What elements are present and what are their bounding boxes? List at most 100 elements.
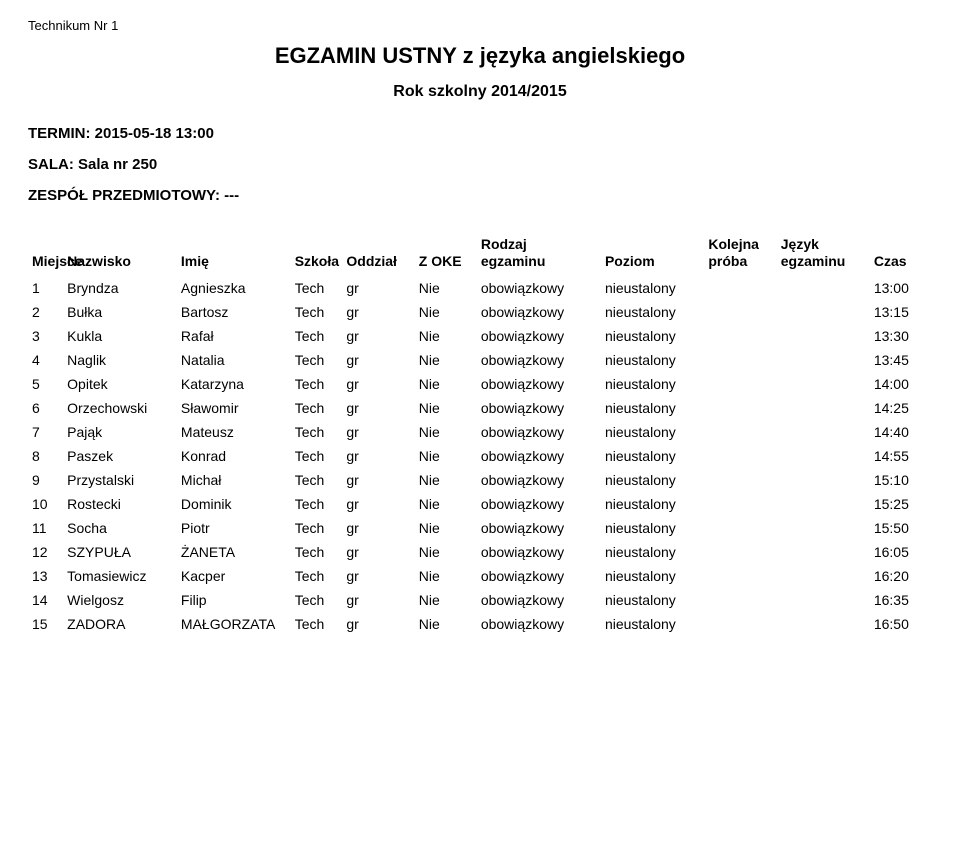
- cell-oke: Nie: [415, 276, 477, 300]
- cell-kind: obowiązkowy: [477, 612, 601, 636]
- cell-surname: Bułka: [63, 300, 177, 324]
- cell-time: 15:25: [870, 492, 932, 516]
- cell-dept: gr: [342, 300, 414, 324]
- cell-level: nieustalony: [601, 588, 704, 612]
- cell-kind: obowiązkowy: [477, 564, 601, 588]
- cell-oke: Nie: [415, 420, 477, 444]
- school-name: Technikum Nr 1: [28, 18, 932, 33]
- cell-num: 6: [28, 396, 63, 420]
- cell-oke: Nie: [415, 324, 477, 348]
- cell-dept: gr: [342, 516, 414, 540]
- cell-next: [704, 564, 776, 588]
- cell-name: Agnieszka: [177, 276, 291, 300]
- cell-time: 14:40: [870, 420, 932, 444]
- cell-time: 15:50: [870, 516, 932, 540]
- cell-school: Tech: [291, 492, 343, 516]
- col-time: Czas: [870, 232, 932, 276]
- cell-level: nieustalony: [601, 492, 704, 516]
- cell-oke: Nie: [415, 612, 477, 636]
- cell-surname: Pająk: [63, 420, 177, 444]
- cell-lang: [777, 588, 870, 612]
- cell-num: 14: [28, 588, 63, 612]
- cell-dept: gr: [342, 540, 414, 564]
- cell-num: 7: [28, 420, 63, 444]
- cell-lang: [777, 492, 870, 516]
- cell-time: 13:15: [870, 300, 932, 324]
- cell-lang: [777, 612, 870, 636]
- cell-school: Tech: [291, 468, 343, 492]
- cell-level: nieustalony: [601, 276, 704, 300]
- cell-num: 13: [28, 564, 63, 588]
- cell-name: Dominik: [177, 492, 291, 516]
- cell-time: 14:55: [870, 444, 932, 468]
- cell-school: Tech: [291, 588, 343, 612]
- cell-next: [704, 492, 776, 516]
- cell-school: Tech: [291, 444, 343, 468]
- cell-lang: [777, 516, 870, 540]
- cell-next: [704, 276, 776, 300]
- table-row: 3KuklaRafałTechgrNieobowiązkowynieustalo…: [28, 324, 932, 348]
- cell-num: 10: [28, 492, 63, 516]
- table-row: 11SochaPiotrTechgrNieobowiązkowynieustal…: [28, 516, 932, 540]
- cell-time: 16:35: [870, 588, 932, 612]
- cell-kind: obowiązkowy: [477, 444, 601, 468]
- cell-name: ŻANETA: [177, 540, 291, 564]
- cell-name: MAŁGORZATA: [177, 612, 291, 636]
- cell-oke: Nie: [415, 300, 477, 324]
- table-body: 1BryndzaAgnieszkaTechgrNieobowiązkowynie…: [28, 276, 932, 636]
- table-row: 10RosteckiDominikTechgrNieobowiązkowynie…: [28, 492, 932, 516]
- cell-kind: obowiązkowy: [477, 468, 601, 492]
- cell-surname: Paszek: [63, 444, 177, 468]
- col-kind: Rodzaj egzaminu: [477, 232, 601, 276]
- cell-dept: gr: [342, 588, 414, 612]
- cell-dept: gr: [342, 492, 414, 516]
- table-row: 9PrzystalskiMichałTechgrNieobowiązkowyni…: [28, 468, 932, 492]
- table-row: 5OpitekKatarzynaTechgrNieobowiązkowynieu…: [28, 372, 932, 396]
- col-name: Imię: [177, 232, 291, 276]
- col-school: Szkoła: [291, 232, 343, 276]
- cell-dept: gr: [342, 396, 414, 420]
- cell-school: Tech: [291, 540, 343, 564]
- cell-num: 5: [28, 372, 63, 396]
- cell-name: Rafał: [177, 324, 291, 348]
- cell-kind: obowiązkowy: [477, 324, 601, 348]
- table-row: 14WielgoszFilipTechgrNieobowiązkowynieus…: [28, 588, 932, 612]
- cell-lang: [777, 324, 870, 348]
- cell-time: 13:30: [870, 324, 932, 348]
- cell-num: 12: [28, 540, 63, 564]
- cell-level: nieustalony: [601, 372, 704, 396]
- exam-table: Miejsce Nazwisko Imię Szkoła Oddział Z O…: [28, 232, 932, 636]
- table-row: 13TomasiewiczKacperTechgrNieobowiązkowyn…: [28, 564, 932, 588]
- cell-oke: Nie: [415, 588, 477, 612]
- cell-oke: Nie: [415, 348, 477, 372]
- cell-school: Tech: [291, 612, 343, 636]
- cell-next: [704, 612, 776, 636]
- cell-school: Tech: [291, 300, 343, 324]
- cell-level: nieustalony: [601, 444, 704, 468]
- cell-dept: gr: [342, 564, 414, 588]
- cell-time: 13:00: [870, 276, 932, 300]
- cell-surname: Wielgosz: [63, 588, 177, 612]
- cell-oke: Nie: [415, 564, 477, 588]
- cell-num: 2: [28, 300, 63, 324]
- cell-lang: [777, 444, 870, 468]
- cell-school: Tech: [291, 396, 343, 420]
- cell-school: Tech: [291, 276, 343, 300]
- cell-school: Tech: [291, 348, 343, 372]
- cell-dept: gr: [342, 420, 414, 444]
- cell-time: 16:20: [870, 564, 932, 588]
- cell-level: nieustalony: [601, 612, 704, 636]
- cell-next: [704, 372, 776, 396]
- col-kind-line2: egzaminu: [481, 253, 546, 269]
- cell-next: [704, 420, 776, 444]
- cell-num: 1: [28, 276, 63, 300]
- table-row: 6OrzechowskiSławomirTechgrNieobowiązkowy…: [28, 396, 932, 420]
- table-row: 4NaglikNataliaTechgrNieobowiązkowynieust…: [28, 348, 932, 372]
- cell-surname: SZYPUŁA: [63, 540, 177, 564]
- col-oke: Z OKE: [415, 232, 477, 276]
- col-kind-line1: Rodzaj: [481, 236, 527, 252]
- col-lang: Język egzaminu: [777, 232, 870, 276]
- cell-kind: obowiązkowy: [477, 372, 601, 396]
- cell-level: nieustalony: [601, 300, 704, 324]
- col-next-line1: Kolejna: [708, 236, 759, 252]
